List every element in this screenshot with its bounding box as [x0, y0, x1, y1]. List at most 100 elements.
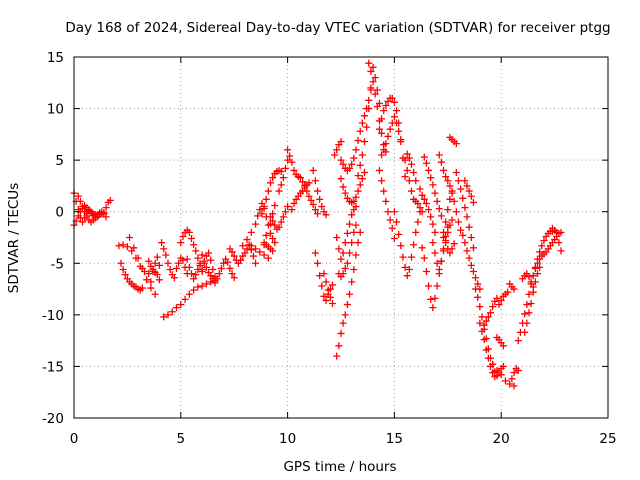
data-point [403, 272, 411, 280]
data-point [469, 268, 477, 276]
x-tick-labels: 0 5 10 15 20 25 [70, 431, 617, 447]
data-point [452, 208, 460, 216]
data-point [403, 150, 411, 158]
data-point [397, 138, 405, 146]
data-point [521, 310, 529, 318]
data-point [190, 241, 198, 249]
data-point [399, 253, 407, 261]
series-arc03 [74, 192, 110, 226]
data-point [352, 193, 360, 201]
data-point [463, 213, 471, 221]
data-point [320, 270, 328, 278]
data-point [200, 257, 208, 265]
data-point [220, 259, 228, 267]
data-point [536, 263, 544, 271]
series-arc45 [440, 234, 458, 257]
y-tick-label: -5 [51, 256, 64, 272]
data-point [307, 196, 315, 204]
data-point [489, 303, 497, 311]
data-point [269, 174, 277, 182]
data-point [405, 154, 413, 162]
data-point [275, 187, 283, 195]
data-point [79, 218, 87, 226]
data-point [386, 125, 394, 133]
data-point [497, 296, 505, 304]
data-point [230, 274, 238, 282]
data-point [119, 265, 127, 273]
data-point [482, 317, 490, 325]
data-point [459, 231, 467, 239]
data-point [446, 195, 454, 203]
series-arc53 [489, 360, 522, 390]
data-point [153, 253, 161, 261]
data-point [228, 248, 236, 256]
data-point [356, 228, 364, 236]
data-point [467, 261, 475, 269]
data-point [237, 256, 245, 264]
x-axis-label: GPS time / hours [283, 459, 396, 475]
data-point [476, 303, 484, 311]
data-point [322, 296, 330, 304]
grid-lines [74, 57, 608, 418]
data-point [431, 294, 439, 302]
data-point [102, 204, 110, 212]
data-point [384, 208, 392, 216]
data-point [337, 175, 345, 183]
series-arc21 [296, 174, 322, 218]
data-point [435, 205, 443, 213]
data-point [444, 206, 452, 214]
y-tick-label: 15 [47, 50, 64, 66]
data-point [230, 252, 238, 260]
data-point [243, 236, 251, 244]
data-point [277, 181, 285, 189]
data-point [350, 228, 358, 236]
data-point [469, 244, 477, 252]
data-point [378, 129, 386, 137]
data-point [457, 185, 465, 193]
data-point [243, 245, 251, 253]
data-point [309, 166, 317, 174]
data-point [356, 127, 364, 135]
series-arc35 [375, 166, 398, 243]
data-point [318, 203, 326, 211]
data-point [296, 174, 304, 182]
series-arc23 [311, 249, 336, 304]
data-point [346, 220, 354, 228]
series-arc61 [548, 224, 565, 255]
data-point [497, 371, 505, 379]
data-point [301, 182, 309, 190]
data-point [145, 270, 153, 278]
data-point [196, 261, 204, 269]
series-arc27 [335, 221, 360, 281]
data-point [380, 107, 388, 115]
data-point [425, 166, 433, 174]
data-point [269, 217, 277, 225]
data-point [467, 192, 475, 200]
data-point [401, 156, 409, 164]
data-point [166, 265, 174, 273]
x-tick-label: 10 [279, 431, 296, 447]
data-point [354, 172, 362, 180]
data-point [160, 313, 168, 321]
data-point [173, 264, 181, 272]
data-point [337, 138, 345, 146]
data-point [499, 342, 507, 350]
series-arc44 [418, 223, 452, 312]
series-arc55 [495, 288, 512, 309]
data-point [271, 221, 279, 229]
series-arc17 [260, 239, 277, 255]
data-point [407, 253, 415, 261]
data-point [369, 63, 377, 71]
data-point [126, 234, 134, 241]
data-point [373, 103, 381, 111]
data-point [279, 213, 287, 221]
y-tick-label: -10 [42, 308, 64, 324]
data-point [463, 247, 471, 255]
data-point [373, 86, 381, 94]
chart-title: Day 168 of 2024, Sidereal Day-to-day VTE… [65, 20, 610, 36]
data-point [431, 249, 439, 257]
data-point [179, 232, 187, 240]
data-point [256, 248, 264, 256]
data-point [414, 218, 422, 226]
